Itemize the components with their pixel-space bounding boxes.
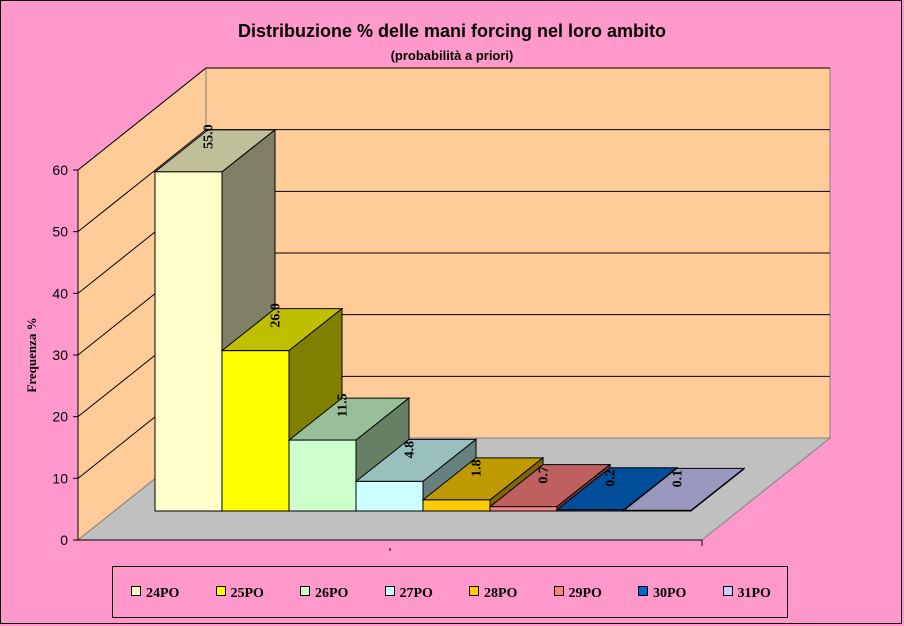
legend-swatch bbox=[384, 586, 395, 596]
legend-item-26PO: 26PO bbox=[300, 586, 349, 601]
legend-label: 31PO bbox=[737, 586, 771, 601]
legend-label: 28PO bbox=[484, 586, 518, 601]
bar-29PO bbox=[489, 506, 558, 512]
data-label-28PO: 1.8 bbox=[470, 459, 485, 477]
legend-label: 24PO bbox=[146, 586, 180, 601]
legend-item-27PO: 27PO bbox=[384, 586, 433, 601]
y-tick-label: 50 bbox=[52, 224, 68, 240]
bar-28PO bbox=[422, 499, 491, 512]
legend-label: 25PO bbox=[230, 586, 264, 601]
legend: 24PO 25PO 26PO 27PO 28PO 29PO 30PO 31PO bbox=[112, 566, 788, 618]
chart-title: Distribuzione % delle mani forcing nel l… bbox=[237, 21, 667, 41]
y-tick-label: 30 bbox=[52, 347, 68, 363]
bar-26PO bbox=[288, 439, 357, 512]
legend-swatch bbox=[215, 586, 226, 596]
bar-30PO bbox=[556, 509, 625, 512]
y-tick-label: 60 bbox=[52, 162, 68, 178]
data-label-25PO: 26.0 bbox=[269, 303, 284, 328]
legend-item-30PO: 30PO bbox=[638, 586, 687, 601]
legend-item-24PO: 24PO bbox=[131, 586, 180, 601]
legend-swatch bbox=[131, 586, 141, 596]
legend-swatch bbox=[638, 586, 648, 596]
legend-swatch bbox=[722, 586, 733, 596]
bar-24PO bbox=[154, 171, 223, 512]
data-label-24PO: 55.0 bbox=[202, 124, 217, 149]
legend-item-29PO: 29PO bbox=[553, 586, 602, 601]
legend-label: 27PO bbox=[399, 586, 433, 601]
y-tick-label: 40 bbox=[52, 285, 68, 301]
legend-swatch bbox=[553, 586, 564, 596]
legend-item-31PO: 31PO bbox=[722, 586, 771, 601]
legend-label: 26PO bbox=[315, 586, 349, 601]
legend-swatch bbox=[469, 586, 479, 596]
y-axis-title: Frequenza % bbox=[24, 317, 39, 392]
data-label-30PO: 0.2 bbox=[604, 469, 619, 487]
bar-25PO bbox=[221, 350, 290, 512]
chart-subtitle: (probabilità a priori) bbox=[390, 48, 514, 63]
legend-swatch bbox=[300, 586, 310, 596]
legend-item-28PO: 28PO bbox=[469, 586, 518, 601]
bar-31PO bbox=[623, 509, 692, 512]
legend-label: 30PO bbox=[653, 586, 687, 601]
bar-27PO bbox=[355, 480, 424, 512]
y-tick-label: 10 bbox=[52, 470, 68, 486]
gridline bbox=[77, 67, 830, 171]
y-tick-label: 20 bbox=[52, 409, 68, 425]
data-label-31PO: 0.1 bbox=[671, 470, 686, 488]
legend-label: 29PO bbox=[568, 586, 602, 601]
data-label-26PO: 11.5 bbox=[336, 393, 351, 417]
data-label-27PO: 4.8 bbox=[403, 441, 418, 459]
gridline bbox=[77, 129, 830, 233]
y-tick-label: 0 bbox=[60, 532, 68, 548]
data-label-29PO: 0.7 bbox=[537, 466, 552, 484]
legend-item-25PO: 25PO bbox=[215, 586, 264, 601]
